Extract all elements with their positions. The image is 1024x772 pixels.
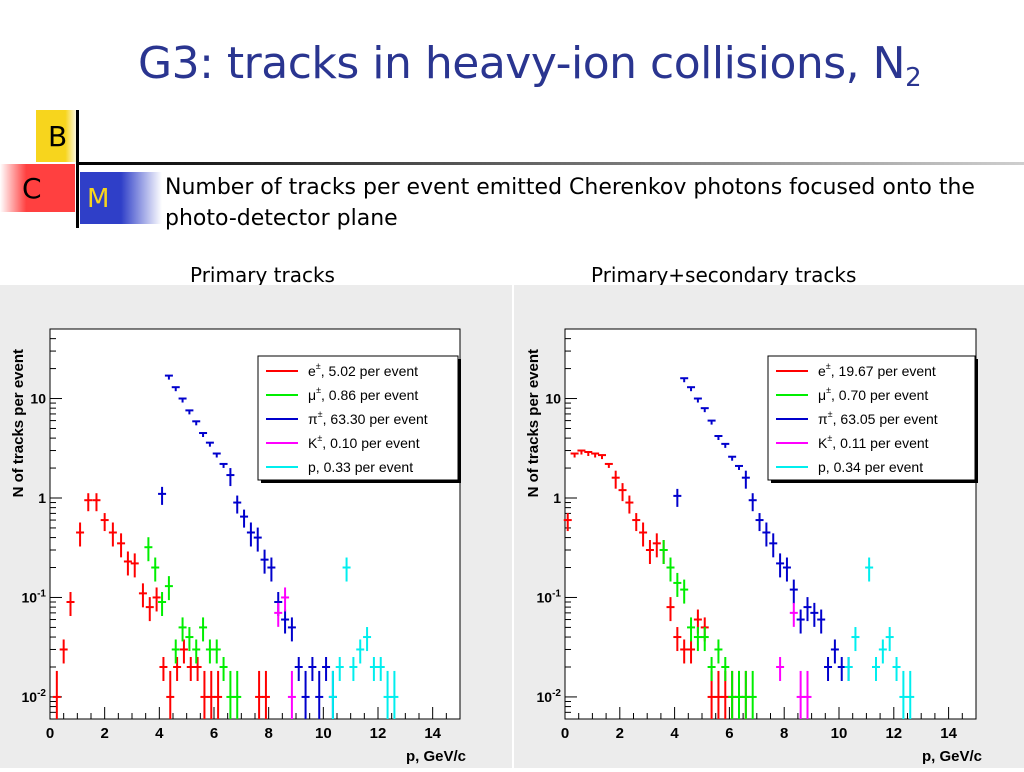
x-tick-label: 6 (725, 725, 733, 742)
right-chart: 10-2 10-1 1 10 0 2 4 6 8 10 12 14 p, GeV/c N of track… (525, 328, 982, 765)
legend-entry: π±, 63.05 per event (818, 409, 938, 427)
legend-entry: e±, 5.02 per event (308, 361, 418, 379)
y-axis-title: N of tracks per event (10, 349, 27, 497)
series-e (52, 493, 270, 719)
x-tick-label: 10 (315, 725, 332, 742)
series-p (328, 557, 399, 719)
x-tick-label: 14 (424, 725, 441, 742)
slide-title-subscript: 2 (905, 63, 922, 93)
right-caption: Primary+secondary tracks (591, 263, 857, 287)
y-tick-label: 10 (30, 391, 46, 407)
c-square (0, 164, 75, 212)
left-chart: 10-2 10-1 1 10 0 2 4 6 8 10 12 14 p, GeV/c N of track… (10, 328, 466, 765)
legend-entry: p, 0.34 per event (818, 459, 923, 475)
b-square (36, 110, 78, 162)
slide-title: G3: tracks in heavy-ion collisions, N2 (138, 38, 922, 93)
x-tick-label: 10 (831, 725, 848, 742)
y-tick-label: 10-1 (22, 588, 47, 605)
legend-entry: e±, 19.67 per event (818, 361, 936, 379)
vertical-divider (76, 110, 79, 228)
x-tick-label: 4 (155, 725, 164, 742)
legend-entry: K±, 0.10 per event (308, 433, 420, 451)
series-K (274, 587, 296, 719)
left-chart-panel: 10-2 10-1 1 10 0 2 4 6 8 10 12 14 p, GeV/c N of track… (0, 285, 512, 768)
x-axis-title: p, GeV/c (922, 748, 982, 765)
series-μ (659, 540, 757, 719)
series-π (673, 377, 853, 681)
x-tick-label: 2 (616, 725, 624, 742)
c-letter: C (22, 172, 42, 205)
slide-description: Number of tracks per event emitted Chere… (165, 175, 975, 231)
legend-entry: π±, 63.30 per event (308, 409, 428, 427)
x-tick-label: 6 (210, 725, 218, 742)
horizontal-divider (76, 162, 1024, 165)
x-tick-label: 0 (46, 725, 54, 742)
y-tick-label: 10-2 (537, 688, 562, 705)
y-tick-label: 10-2 (22, 688, 47, 705)
slide-title-text: G3: tracks in heavy-ion collisions, N (138, 38, 906, 89)
x-axis-title: p, GeV/c (406, 748, 466, 765)
legend-entry: μ±, 0.70 per event (818, 385, 928, 403)
legend-entry: K±, 0.11 per event (818, 433, 929, 451)
y-axis-title: N of tracks per event (525, 349, 542, 497)
y-tick-label: 10 (545, 391, 561, 407)
x-tick-label: 2 (100, 725, 108, 742)
y-tick-label: 10-1 (537, 588, 562, 605)
x-tick-label: 14 (940, 725, 957, 742)
series-μ (144, 537, 242, 719)
x-tick-label: 12 (370, 725, 387, 742)
x-tick-label: 12 (885, 725, 902, 742)
y-tick-label: 1 (38, 490, 46, 506)
series-K (776, 602, 812, 719)
left-caption: Primary tracks (190, 263, 335, 287)
m-square (80, 172, 162, 224)
y-tick-label: 1 (553, 490, 561, 506)
m-letter: M (87, 184, 110, 214)
x-tick-label: 8 (264, 725, 272, 742)
right-chart-panel: 10-2 10-1 1 10 0 2 4 6 8 10 12 14 p, GeV/c N of track… (514, 285, 1024, 768)
b-letter: B (48, 120, 68, 153)
x-tick-label: 8 (780, 725, 788, 742)
x-tick-label: 0 (561, 725, 569, 742)
legend-entry: p, 0.33 per event (308, 459, 413, 475)
legend-entry: μ±, 0.86 per event (308, 385, 418, 403)
series-p (844, 557, 915, 719)
x-tick-label: 4 (670, 725, 679, 742)
